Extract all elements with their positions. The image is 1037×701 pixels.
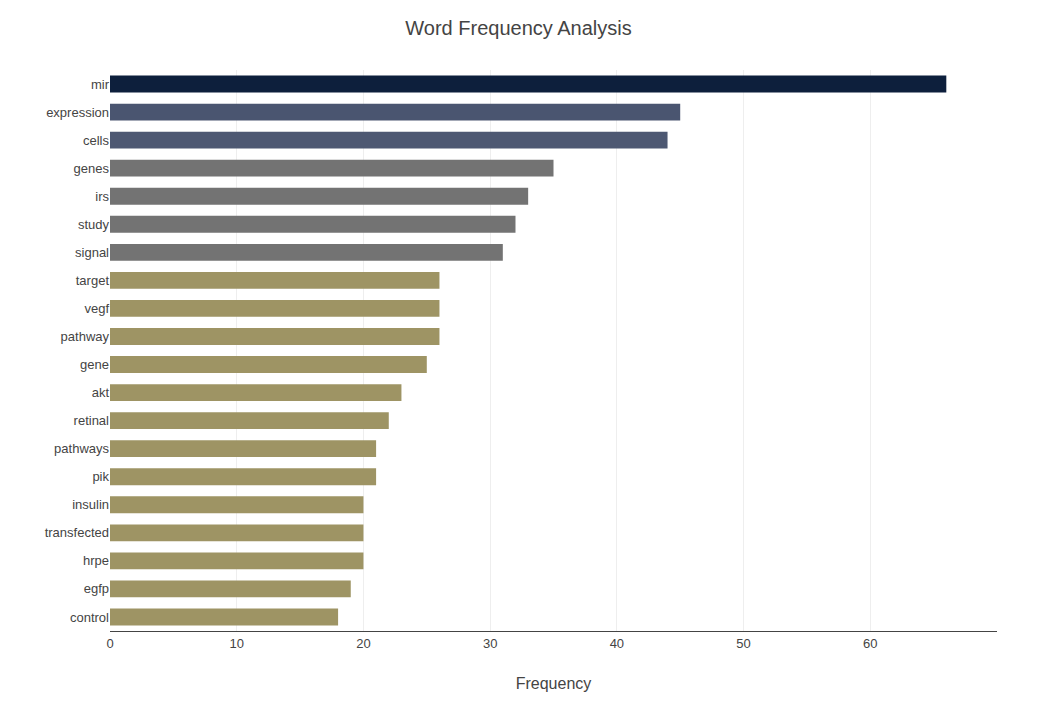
svg-text:target: target bbox=[76, 273, 110, 288]
svg-text:Frequency: Frequency bbox=[516, 675, 592, 692]
svg-text:pathways: pathways bbox=[54, 441, 109, 456]
svg-text:signal: signal bbox=[75, 245, 109, 260]
svg-text:vegf: vegf bbox=[84, 301, 109, 316]
svg-text:akt: akt bbox=[92, 385, 110, 400]
svg-text:20: 20 bbox=[356, 636, 370, 651]
svg-text:40: 40 bbox=[610, 636, 624, 651]
svg-text:genes: genes bbox=[74, 161, 110, 176]
svg-text:mir: mir bbox=[91, 77, 110, 92]
svg-text:30: 30 bbox=[483, 636, 497, 651]
svg-text:insulin: insulin bbox=[72, 497, 109, 512]
svg-text:cells: cells bbox=[83, 133, 110, 148]
svg-text:60: 60 bbox=[863, 636, 877, 651]
svg-text:10: 10 bbox=[229, 636, 243, 651]
svg-text:irs: irs bbox=[95, 189, 109, 204]
svg-text:Word Frequency Analysis: Word Frequency Analysis bbox=[405, 17, 631, 39]
svg-text:50: 50 bbox=[736, 636, 750, 651]
svg-text:expression: expression bbox=[46, 105, 109, 120]
svg-text:gene: gene bbox=[80, 357, 109, 372]
svg-text:control: control bbox=[70, 610, 109, 625]
svg-text:study: study bbox=[78, 217, 110, 232]
svg-text:pathway: pathway bbox=[61, 329, 110, 344]
svg-text:pik: pik bbox=[92, 469, 109, 484]
svg-text:egfp: egfp bbox=[84, 581, 109, 596]
svg-text:0: 0 bbox=[106, 636, 113, 651]
svg-text:hrpe: hrpe bbox=[83, 553, 109, 568]
svg-text:retinal: retinal bbox=[74, 413, 110, 428]
svg-text:transfected: transfected bbox=[45, 525, 109, 540]
